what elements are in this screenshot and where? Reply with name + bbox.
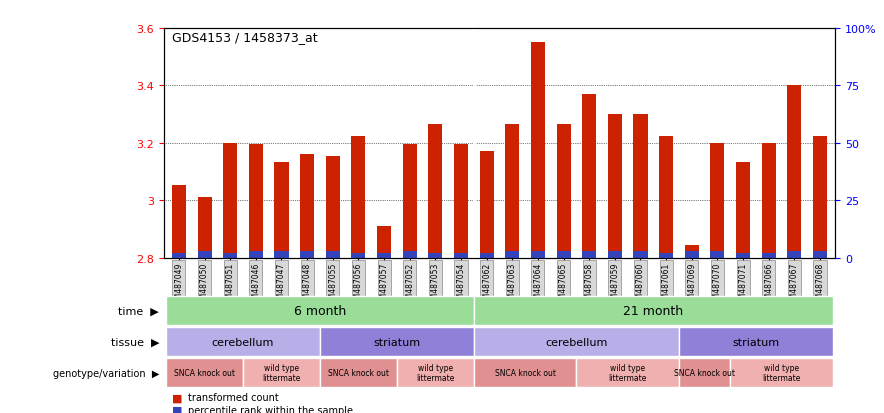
Text: tissue  ▶: tissue ▶ <box>110 337 159 347</box>
Bar <box>429 253 442 258</box>
Bar <box>320 358 397 387</box>
Bar <box>659 253 674 258</box>
Bar <box>223 143 237 258</box>
Bar <box>506 125 519 258</box>
Text: cerebellum: cerebellum <box>212 337 274 347</box>
Bar <box>223 253 237 258</box>
Bar <box>171 185 186 258</box>
Text: striatum: striatum <box>732 337 780 347</box>
Text: wild type
littermate: wild type littermate <box>416 363 454 382</box>
Bar <box>685 245 699 258</box>
Bar <box>397 358 474 387</box>
Text: GDS4153 / 1458373_at: GDS4153 / 1458373_at <box>172 31 318 44</box>
Bar <box>325 252 339 258</box>
Bar <box>634 252 648 258</box>
Bar <box>659 136 674 258</box>
Text: genotype/variation  ▶: genotype/variation ▶ <box>53 368 159 378</box>
Bar <box>608 252 622 258</box>
Bar <box>377 253 391 258</box>
Bar <box>736 162 751 258</box>
Bar <box>166 358 243 387</box>
Bar <box>813 136 827 258</box>
Bar <box>166 297 474 325</box>
Text: cerebellum: cerebellum <box>545 337 607 347</box>
Bar <box>325 157 339 258</box>
Text: transformed count: transformed count <box>188 392 279 402</box>
Bar <box>454 253 468 258</box>
Bar <box>166 328 320 356</box>
Bar <box>711 252 725 258</box>
Bar <box>531 43 545 258</box>
Bar <box>480 152 493 258</box>
Bar <box>685 252 699 258</box>
Bar <box>474 297 833 325</box>
Bar <box>813 252 827 258</box>
Bar <box>711 143 725 258</box>
Bar <box>736 253 751 258</box>
Bar <box>634 115 648 258</box>
Text: ■: ■ <box>172 405 183 413</box>
Bar <box>248 145 263 258</box>
Bar <box>788 86 802 258</box>
Text: time  ▶: time ▶ <box>118 306 159 316</box>
Text: SNCA knock out: SNCA knock out <box>328 368 389 377</box>
Bar <box>248 252 263 258</box>
Bar <box>762 253 776 258</box>
Bar <box>197 198 211 258</box>
Text: SNCA knock out: SNCA knock out <box>174 368 235 377</box>
Bar <box>557 252 570 258</box>
Text: 21 month: 21 month <box>623 304 683 317</box>
Text: wild type
littermate: wild type littermate <box>608 363 647 382</box>
Bar <box>274 162 288 258</box>
Bar <box>762 143 776 258</box>
Bar <box>576 358 679 387</box>
Bar <box>171 253 186 258</box>
Bar <box>402 252 416 258</box>
Bar <box>474 358 576 387</box>
Bar <box>300 252 314 258</box>
Bar <box>679 358 730 387</box>
Bar <box>320 328 474 356</box>
Text: SNCA knock out: SNCA knock out <box>674 368 735 377</box>
Text: 6 month: 6 month <box>293 304 346 317</box>
Text: striatum: striatum <box>373 337 421 347</box>
Bar <box>351 136 365 258</box>
Text: wild type
littermate: wild type littermate <box>762 363 801 382</box>
Bar <box>506 252 519 258</box>
Bar <box>429 125 442 258</box>
Text: wild type
littermate: wild type littermate <box>263 363 301 382</box>
Text: SNCA knock out: SNCA knock out <box>495 368 556 377</box>
Text: ■: ■ <box>172 392 183 402</box>
Bar <box>730 358 833 387</box>
Bar <box>402 145 416 258</box>
Bar <box>377 227 391 258</box>
Bar <box>454 145 468 258</box>
Bar <box>788 252 802 258</box>
Bar <box>608 115 622 258</box>
Bar <box>274 252 288 258</box>
Bar <box>474 328 679 356</box>
Bar <box>300 155 314 258</box>
Bar <box>679 328 833 356</box>
Bar <box>480 253 493 258</box>
Bar <box>531 252 545 258</box>
Bar <box>351 253 365 258</box>
Bar <box>197 252 211 258</box>
Bar <box>583 252 597 258</box>
Text: percentile rank within the sample: percentile rank within the sample <box>188 405 354 413</box>
Bar <box>557 125 570 258</box>
Bar <box>243 358 320 387</box>
Bar <box>583 95 597 258</box>
